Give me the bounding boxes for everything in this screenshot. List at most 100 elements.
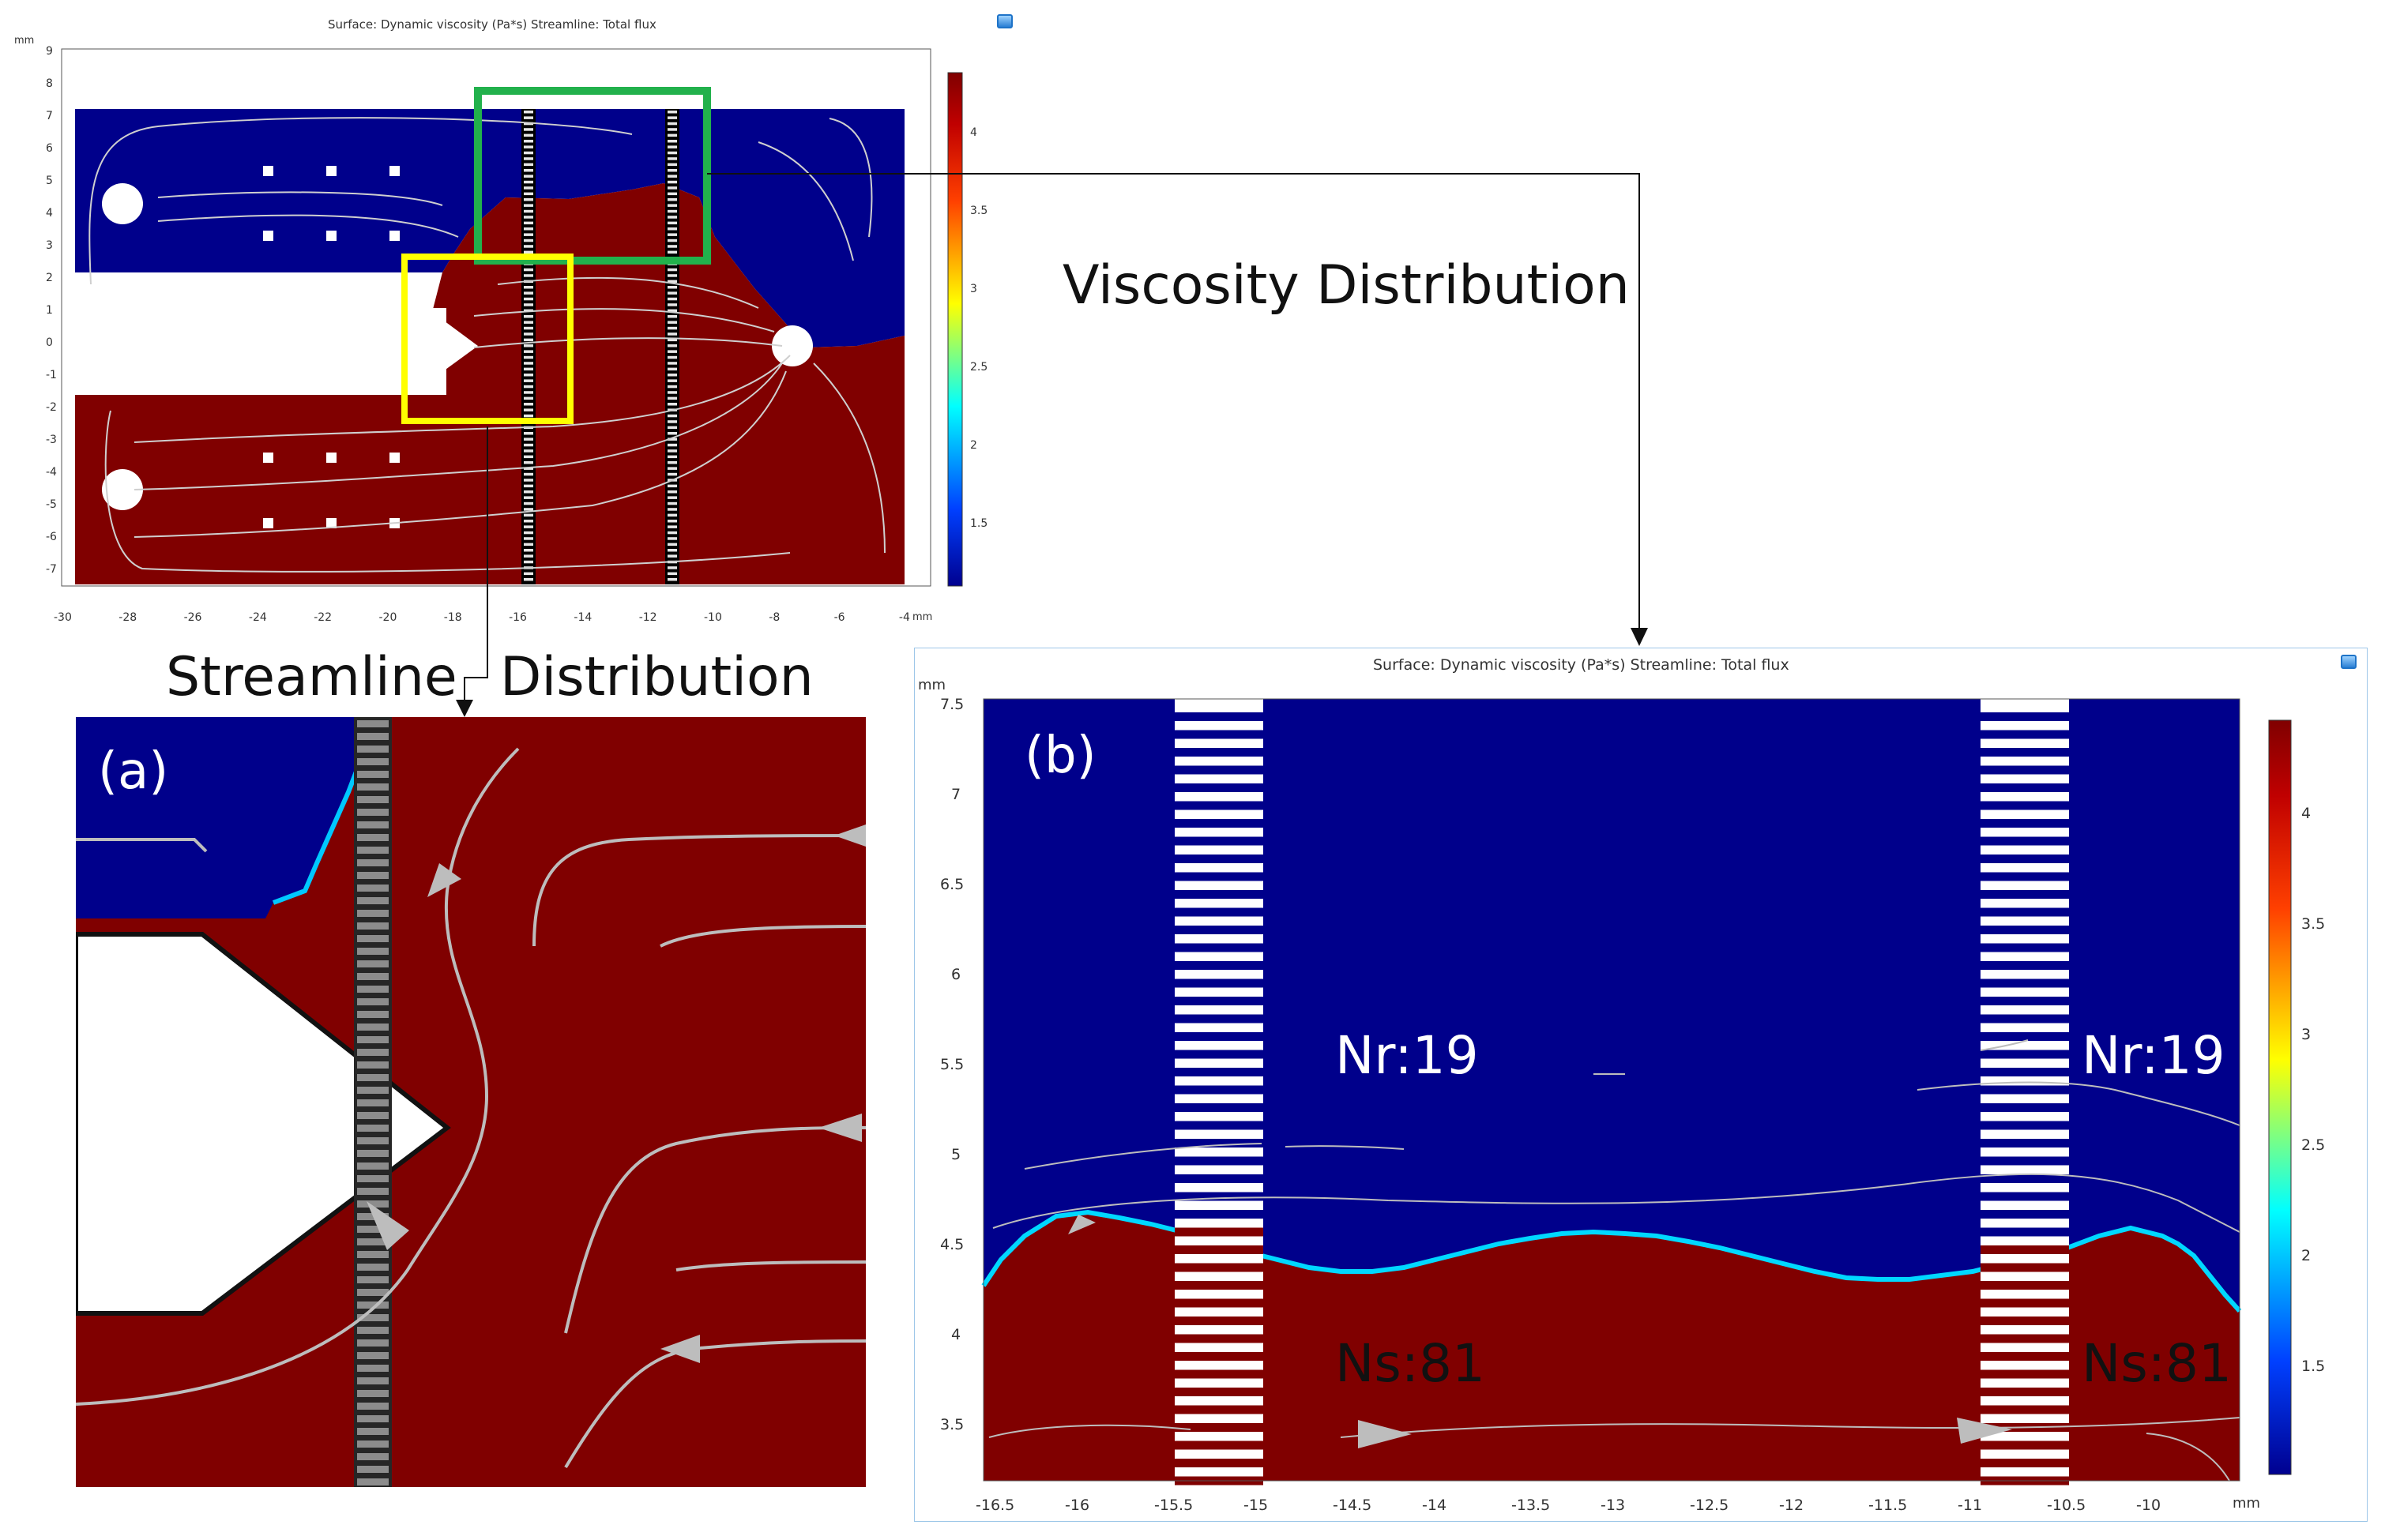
- pillar-gap: [1175, 1459, 1263, 1467]
- top-axis-frame: [61, 48, 931, 587]
- pillar-gap: [1175, 730, 1263, 739]
- pillar-slot: [668, 280, 677, 284]
- pillar-slot: [668, 537, 677, 540]
- pillar-slot: [668, 204, 677, 207]
- pillar-gap: [1175, 1068, 1263, 1076]
- pillar-gap: [1175, 1139, 1263, 1147]
- pillar-slot: [524, 385, 533, 389]
- pillar-gap: [1981, 712, 2069, 721]
- pillar-slot: [357, 720, 389, 727]
- pillar-slot: [357, 922, 389, 930]
- viscosity-distribution-label: Viscosity Distribution: [1063, 254, 1630, 317]
- pillar-gap: [1981, 1334, 2069, 1343]
- top-x-tick-3: -24: [248, 611, 267, 624]
- pillar-slot: [524, 297, 533, 301]
- pillar-gap: [1175, 872, 1263, 881]
- b-x-tick-7: -13: [1601, 1497, 1626, 1514]
- pillar-slot: [357, 1289, 389, 1296]
- pillar-gap: [1981, 1050, 2069, 1059]
- pillar-slot: [357, 1036, 389, 1043]
- toolbar-icon[interactable]: [997, 14, 1013, 28]
- streamline-arrowhead: [456, 700, 473, 717]
- pillar-slot: [668, 438, 677, 441]
- pillar-slot: [524, 484, 533, 488]
- pillar-gap: [1981, 765, 2069, 775]
- top-y-tick-0: 9: [46, 45, 53, 58]
- pillar-slot: [668, 525, 677, 528]
- pillar-slot: [524, 455, 533, 459]
- b-cb-tick-5: 1.5: [2301, 1358, 2326, 1375]
- top-y-tick-10: -1: [46, 369, 57, 381]
- top-y-tick-13: -4: [46, 466, 57, 479]
- pillar-slot: [668, 338, 677, 342]
- top-cb-tick-4: 2: [970, 439, 977, 452]
- top-cb-tick-0: 4: [970, 126, 977, 139]
- pillar-gap: [1981, 783, 2069, 792]
- b-y-tick-3: 6: [951, 966, 961, 983]
- pillar-slot: [668, 467, 677, 470]
- pillar-slot: [668, 216, 677, 219]
- pillar-slot: [524, 560, 533, 564]
- top-x-tick-0: -30: [54, 611, 72, 624]
- pillar-slot: [524, 227, 533, 231]
- triangle-obstacle: [411, 296, 478, 395]
- pillar-gap: [1175, 765, 1263, 775]
- pillar-slot: [357, 1188, 389, 1195]
- pillar-slot: [668, 490, 677, 494]
- circle-obstacle-right: [772, 325, 813, 366]
- top-y-unit: mm: [14, 35, 35, 47]
- pillar-slot: [524, 291, 533, 295]
- pillar-slot: [524, 496, 533, 499]
- pillar-gap: [1981, 1156, 2069, 1166]
- pillar-slot: [524, 204, 533, 207]
- pillar-gap: [1981, 1210, 2069, 1219]
- pillar-slot: [668, 455, 677, 459]
- pillar-slot: [357, 1365, 389, 1372]
- pillar-slot: [668, 403, 677, 406]
- pillar-slot: [357, 821, 389, 828]
- pillar-gap: [1981, 978, 2069, 988]
- pillar-slot: [357, 859, 389, 866]
- square-pillars: [263, 166, 400, 528]
- b-x-tick-9: -12: [1779, 1497, 1804, 1514]
- pillar-slot: [524, 111, 533, 114]
- pillar-slot: [357, 758, 389, 765]
- pillar-slot: [668, 250, 677, 254]
- pillar-gap: [1175, 836, 1263, 846]
- pillar-slot: [524, 449, 533, 453]
- pillar-slot: [668, 111, 677, 114]
- pillar-slot: [668, 326, 677, 330]
- top-x-tick-13: -4: [898, 611, 910, 624]
- pillar-gap: [1175, 1085, 1263, 1095]
- pillar-slot: [524, 467, 533, 470]
- top-y-tick-9: 0: [46, 336, 53, 349]
- pillar-slot: [524, 133, 533, 137]
- pillar-slot: [668, 520, 677, 523]
- pillar-slot: [524, 531, 533, 535]
- pillar-slot: [357, 1150, 389, 1157]
- pillar-slot: [668, 221, 677, 225]
- pillar-gap: [1981, 1440, 2069, 1450]
- pillar-gap: [1981, 1298, 2069, 1308]
- pillar-slot: [668, 122, 677, 126]
- pillar-gap: [1981, 748, 2069, 757]
- pillar-slot: [524, 268, 533, 272]
- top-x-tick-5: -20: [378, 611, 397, 624]
- pillar-slot: [524, 438, 533, 441]
- pillar-slot: [668, 443, 677, 447]
- top-x-tick-4: -22: [314, 611, 333, 624]
- pillar-gap: [1981, 1014, 2069, 1024]
- pillar-slot: [357, 872, 389, 879]
- pillar-gap: [1175, 943, 1263, 952]
- b-x-tick-8: -12.5: [1690, 1497, 1729, 1514]
- panel-b-toolbar-icon[interactable]: [2341, 655, 2357, 669]
- pillar-slot: [668, 321, 677, 324]
- pillar-gap: [1175, 1174, 1263, 1183]
- pillar-slot: [668, 116, 677, 119]
- pillar-slot: [668, 151, 677, 155]
- pillar-slot: [524, 443, 533, 447]
- pillar-slot: [524, 367, 533, 371]
- pillar-gap: [1175, 1317, 1263, 1325]
- pillar-slot: [357, 1125, 389, 1132]
